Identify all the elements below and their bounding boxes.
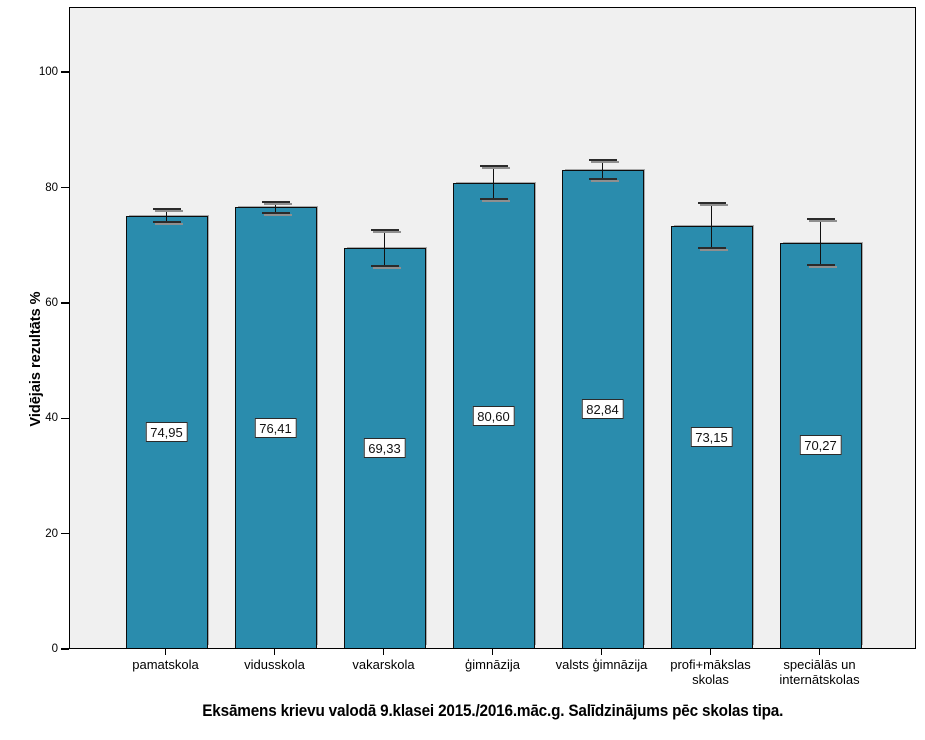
error-bar-cap-bottom (370, 265, 399, 268)
bar (670, 226, 753, 648)
y-tick-mark (61, 186, 69, 189)
x-tick-mark (164, 649, 167, 655)
error-bar-line (492, 165, 495, 200)
x-tick-label: vakarskola (352, 657, 415, 672)
y-tick-mark (61, 71, 69, 73)
chart-title: Eksāmens krievu valodā 9.klasei 2015./20… (39, 701, 925, 721)
chart-title-text: Eksāmens krievu valodā 9.klasei 2015./20… (202, 701, 783, 720)
value-label: 76,41 (254, 417, 297, 438)
error-bar-cap-top (370, 229, 399, 232)
error-bar-line (383, 230, 386, 267)
error-bar-cap-top (152, 208, 181, 211)
y-tick-label: 0 (51, 643, 58, 655)
error-bar-cap-bottom (261, 211, 290, 214)
value-label: 80,60 (472, 405, 515, 426)
error-bar-cap-bottom (588, 178, 617, 181)
x-tick-label: valsts ģimnāzija (555, 657, 648, 672)
y-tick-label: 100 (38, 66, 58, 79)
x-tick-label: vidusskola (244, 657, 305, 672)
error-bar-line (274, 202, 277, 213)
plot-area: 74,95 76,41 69,33 80,60 82,84 73,15 70,27 (69, 7, 916, 649)
error-bar-cap-top (588, 159, 617, 162)
error-bar-cap-top (479, 164, 508, 167)
x-tick-mark (818, 649, 821, 655)
error-bar-line (819, 219, 822, 265)
value-label: 82,84 (581, 399, 624, 420)
y-tick-label: 80 (45, 181, 58, 194)
y-tick-label: 20 (45, 527, 58, 540)
y-tick-mark (61, 532, 69, 535)
error-bar-cap-bottom (806, 264, 835, 266)
value-label: 73,15 (690, 427, 733, 448)
error-bar-cap-bottom (152, 220, 181, 223)
y-tick-label: 60 (45, 296, 58, 309)
x-tick-mark (273, 649, 276, 655)
x-tick-mark (600, 649, 603, 655)
x-tick-mark (382, 649, 385, 655)
value-label: 74,95 (145, 421, 188, 442)
x-tick-mark (709, 649, 712, 655)
error-bar-cap-top (806, 218, 835, 221)
x-tick-label: pamatskola (132, 657, 199, 672)
error-bar-cap-top (697, 201, 726, 204)
error-bar-cap-bottom (697, 247, 726, 250)
error-bar-line (710, 202, 713, 249)
value-label: 69,33 (363, 438, 406, 459)
error-bar-cap-top (261, 201, 290, 204)
value-label: 70,27 (799, 435, 842, 456)
y-tick-mark (61, 648, 69, 650)
y-tick-label: 40 (45, 412, 58, 425)
y-axis-title: Vidējais rezultāts % (28, 291, 44, 427)
x-tick-label: speciālās un internātskolas (779, 657, 860, 687)
x-tick-label: profi+mākslas skolas (670, 657, 751, 687)
x-tick-label: ģimnāzija (465, 657, 520, 672)
error-bar-line (601, 160, 604, 180)
error-bar-cap-bottom (479, 198, 508, 201)
bar (452, 183, 535, 648)
x-tick-mark (491, 649, 494, 655)
y-tick-mark (61, 302, 69, 304)
error-bar-line (165, 209, 168, 222)
y-tick-mark (61, 417, 69, 420)
